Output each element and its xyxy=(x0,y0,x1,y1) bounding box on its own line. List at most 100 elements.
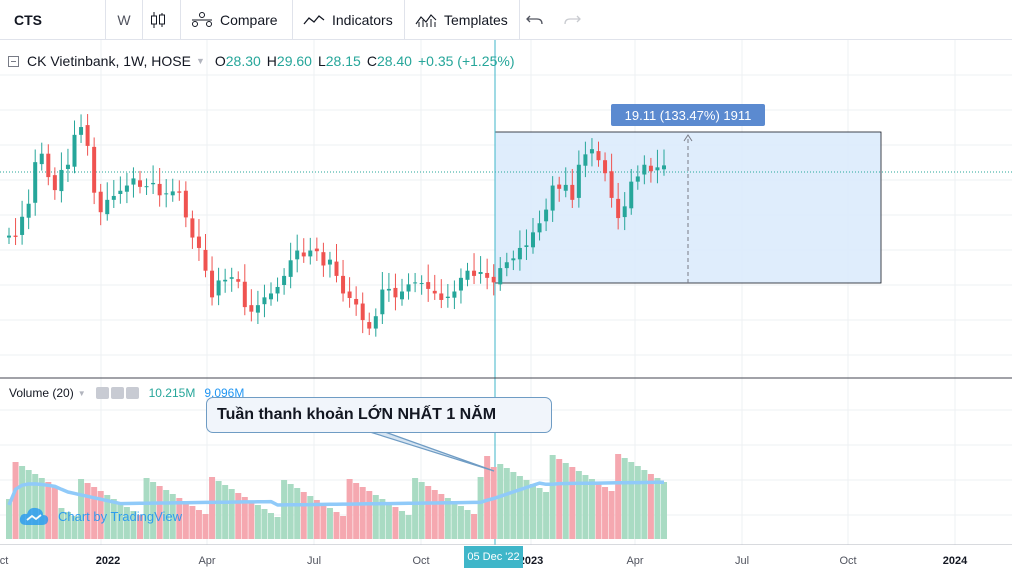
volume-bar xyxy=(130,511,137,539)
change-value: +0.35 (+1.25%) xyxy=(417,53,515,69)
volume-bar xyxy=(123,507,130,539)
volume-remove-icon[interactable] xyxy=(125,387,139,399)
tradingview-watermark[interactable]: Chart by TradingView xyxy=(18,505,182,527)
candle-body xyxy=(563,184,568,191)
candle-body xyxy=(269,293,273,300)
templates-icon xyxy=(415,13,437,27)
volume-bar xyxy=(372,495,379,539)
volume-bar xyxy=(588,479,595,539)
candle-body xyxy=(406,284,411,292)
volume-bar xyxy=(405,515,412,539)
candle-body xyxy=(301,252,306,257)
candle-body xyxy=(635,176,640,182)
candle-body xyxy=(622,206,627,218)
templates-button[interactable]: Templates xyxy=(405,0,520,39)
legend-caret-icon[interactable]: ▼ xyxy=(195,56,205,66)
volume-bar xyxy=(143,478,150,539)
volume-value: 10.215M xyxy=(148,386,196,400)
time-axis[interactable]: ct 2022 Apr Jul Oct 2023 Apr Jul Oct 2024 xyxy=(0,545,1012,570)
candle-body xyxy=(603,160,608,174)
candle-body xyxy=(236,279,241,282)
high-key: H xyxy=(266,53,277,69)
collapse-legend-icon[interactable] xyxy=(8,55,19,67)
volume-bar xyxy=(64,512,71,539)
chart-style-button[interactable] xyxy=(143,0,181,39)
volume-bar xyxy=(25,470,32,539)
volume-bar xyxy=(464,510,471,539)
indicators-icon xyxy=(303,14,325,24)
volume-caret-icon[interactable]: ▼ xyxy=(77,388,86,398)
candle-body xyxy=(616,198,621,219)
volume-bar xyxy=(176,498,183,539)
undo-button[interactable] xyxy=(520,0,557,39)
candle-body xyxy=(314,248,319,252)
candle-body xyxy=(308,250,313,257)
redo-icon xyxy=(564,15,581,24)
volume-settings-icon[interactable] xyxy=(110,387,124,399)
volume-bar xyxy=(294,488,301,539)
volume-bar xyxy=(313,500,320,539)
volume-bar xyxy=(110,499,117,539)
candle-body xyxy=(282,275,287,285)
candle-body xyxy=(400,291,404,300)
volume-bar xyxy=(516,476,523,539)
candle-body xyxy=(327,259,332,265)
callout-pointer xyxy=(369,431,495,472)
candle-body xyxy=(439,293,444,300)
compare-button[interactable]: Compare xyxy=(181,0,293,39)
volume-bar xyxy=(320,504,327,539)
interval-button[interactable]: W xyxy=(106,0,143,39)
volume-bar xyxy=(268,513,274,539)
candle-body xyxy=(609,171,614,198)
volume-bar xyxy=(595,483,602,539)
time-axis-label: 2024 xyxy=(942,555,968,567)
volume-bar xyxy=(536,488,543,539)
redo-button[interactable] xyxy=(557,0,594,39)
volume-bar xyxy=(359,487,366,539)
candle-body xyxy=(504,262,509,269)
time-axis-label: Apr xyxy=(198,555,216,567)
volume-bar xyxy=(497,464,504,539)
candle-body xyxy=(393,287,398,298)
volume-ma-value: 9.096M xyxy=(204,386,245,400)
volume-bar xyxy=(556,459,563,539)
volume-bar xyxy=(202,514,209,539)
volume-bar xyxy=(385,503,392,539)
volume-visibility-icon[interactable] xyxy=(95,387,109,399)
volume-bar xyxy=(281,480,288,539)
candle-body xyxy=(432,290,437,294)
volume-bar xyxy=(222,485,229,539)
candle-body xyxy=(183,190,188,218)
volume-bar xyxy=(254,505,261,539)
volume-bar xyxy=(503,468,510,539)
annotation-callout[interactable]: Tuần thanh khoản LỚN NHẤT 1 NĂM xyxy=(206,397,552,433)
top-toolbar: CTS W Compare Indicators Templates xyxy=(0,0,1012,40)
candle-body xyxy=(190,218,195,238)
candle-body xyxy=(485,272,490,278)
time-axis-label: 2023 xyxy=(518,555,544,567)
symbol-text: CTS xyxy=(14,11,42,28)
candle-body xyxy=(498,268,503,285)
volume-bar xyxy=(58,508,65,539)
time-axis-label: ct xyxy=(0,555,9,567)
volume-bar xyxy=(457,506,464,539)
indicators-button[interactable]: Indicators xyxy=(293,0,405,39)
volume-bar xyxy=(261,509,268,539)
volume-bar xyxy=(582,475,589,539)
volume-bar xyxy=(45,482,52,539)
price-chart[interactable] xyxy=(0,40,1012,545)
candle-body xyxy=(380,289,385,315)
volume-bar xyxy=(569,467,576,539)
undo-icon xyxy=(526,15,543,24)
symbol-search[interactable]: CTS xyxy=(0,0,106,39)
volume-bar xyxy=(12,462,19,539)
candle-body xyxy=(216,280,221,296)
candle-body xyxy=(26,203,31,218)
candle-body xyxy=(275,286,280,294)
candle-body xyxy=(465,270,470,280)
volume-bar xyxy=(575,471,582,539)
candle-body xyxy=(39,153,44,165)
candle-body xyxy=(92,146,97,193)
watermark-text: Chart by TradingView xyxy=(58,508,183,524)
volume-bar xyxy=(523,480,530,539)
